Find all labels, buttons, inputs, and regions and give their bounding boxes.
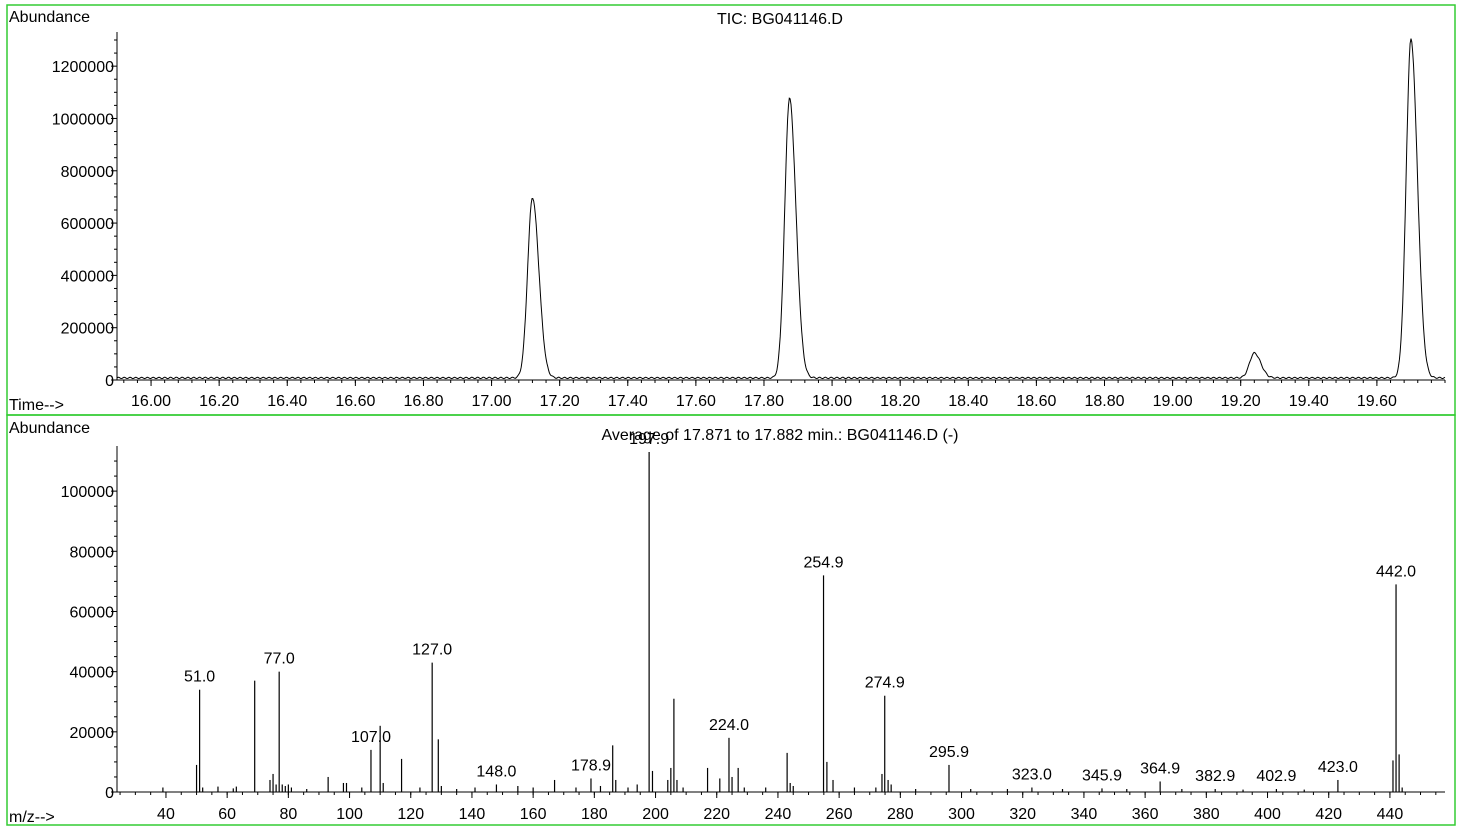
spectrum-x-tick-label: 320	[1009, 806, 1036, 823]
spectrum-peak-label: 442.0	[1376, 563, 1416, 580]
tic-x-tick-label: 16.60	[335, 393, 375, 410]
spectrum-x-tick-label: 100	[336, 806, 363, 823]
tic-x-tick-label: 18.40	[948, 393, 988, 410]
tic-y-tick-label: 0	[105, 373, 114, 390]
spectrum-title: Average of 17.871 to 17.882 min.: BG0411…	[602, 427, 959, 444]
spectrum-x-tick-label: 80	[279, 806, 297, 823]
tic-y-tick-label: 400000	[61, 268, 114, 285]
spectrum-peak-label: 323.0	[1012, 766, 1052, 783]
tic-x-tick-label: 18.20	[880, 393, 920, 410]
spectrum-y-tick-label: 80000	[70, 544, 115, 561]
tic-ylabel: Abundance	[9, 9, 90, 26]
spectrum-peak-label: 107.0	[351, 729, 391, 746]
tic-title: TIC: BG041146.D	[717, 11, 843, 28]
spectrum-peak-label: 402.9	[1256, 768, 1296, 785]
tic-xlabel: Time-->	[9, 397, 64, 414]
spectrum-y-tick-label: 20000	[70, 725, 115, 742]
spectrum-x-tick-label: 60	[218, 806, 236, 823]
tic-x-tick-label: 18.00	[812, 393, 852, 410]
tic-x-tick-label: 17.20	[540, 393, 580, 410]
tic-axes: 0 200000 400000 600000 800000 1000000 1200000 1…	[52, 32, 1446, 410]
tic-x-tick-label: 17.60	[676, 393, 716, 410]
tic-trace-line	[116, 38, 1446, 380]
tic-x-tick-label: 19.60	[1357, 393, 1397, 410]
spectrum-peak-label: 178.9	[571, 757, 611, 774]
spectrum-y-tick-label: 0	[105, 785, 114, 802]
tic-x-tick-label: 16.00	[131, 393, 171, 410]
tic-x-tick-label: 17.00	[472, 393, 512, 410]
spectrum-peak-label: 423.0	[1318, 759, 1358, 776]
spectrum-panel-frame	[6, 414, 1456, 826]
spectrum-peak-label: 127.0	[412, 642, 452, 659]
spectrum-peak-label: 224.0	[709, 717, 749, 734]
tic-x-tick-label: 19.00	[1153, 393, 1193, 410]
spectrum-x-tick-label: 140	[459, 806, 486, 823]
spectrum-x-tick-label: 180	[581, 806, 608, 823]
tic-y-tick-label: 800000	[61, 164, 114, 181]
spectrum-y-tick-label: 60000	[70, 604, 115, 621]
spectrum-xlabel: m/z-->	[9, 809, 55, 826]
spectrum-x-tick-label: 420	[1315, 806, 1342, 823]
spectrum-x-tick-label: 380	[1193, 806, 1220, 823]
tic-x-tick-label: 19.40	[1289, 393, 1329, 410]
spectrum-peak-label: 254.9	[804, 554, 844, 571]
spectrum-x-tick-label: 200	[642, 806, 669, 823]
tic-x-tick-label: 16.40	[267, 393, 307, 410]
spectrum-axes: 0 20000 40000 60000 80000 100000 40 60 80 100 120 1…	[61, 446, 1445, 823]
spectrum-peak-label: 197.9	[629, 431, 669, 448]
spectrum-peak-label: 345.9	[1082, 767, 1122, 784]
tic-x-tick-label: 16.80	[403, 393, 443, 410]
tic-x-tick-label: 19.20	[1221, 393, 1261, 410]
spectrum-y-tick-label: 100000	[61, 484, 114, 501]
spectrum-x-tick-label: 240	[765, 806, 792, 823]
spectrum-x-tick-label: 120	[397, 806, 424, 823]
spectrum-x-tick-label: 280	[887, 806, 914, 823]
tic-y-tick-label: 200000	[61, 321, 114, 338]
spectrum-y-tick-label: 40000	[70, 665, 115, 682]
spectrum-x-tick-label: 160	[520, 806, 547, 823]
spectrum-peak-label: 77.0	[264, 651, 295, 668]
spectrum-peak-label: 51.0	[184, 669, 215, 686]
spectrum-x-tick-label: 400	[1254, 806, 1281, 823]
tic-panel-frame	[6, 4, 1456, 416]
tic-x-tick-label: 16.20	[199, 393, 239, 410]
spectrum-x-tick-label: 360	[1132, 806, 1159, 823]
tic-x-tick-label: 17.80	[744, 393, 784, 410]
spectrum-peak-label: 295.9	[929, 744, 969, 761]
spectrum-bars: 51.0 77.0 107.0 127.0 148.0 178.9 197.9 224.0 25…	[162, 431, 1416, 792]
spectrum-x-tick-label: 300	[948, 806, 975, 823]
spectrum-peak-label: 364.9	[1140, 760, 1180, 777]
spectrum-x-tick-label: 340	[1071, 806, 1098, 823]
spectrum-peak-label: 274.9	[865, 675, 905, 692]
tic-y-tick-label: 1200000	[52, 59, 114, 76]
tic-y-tick-label: 1000000	[52, 111, 114, 128]
spectrum-x-tick-label: 440	[1377, 806, 1404, 823]
spectrum-x-tick-label: 220	[703, 806, 730, 823]
spectrum-ylabel: Abundance	[9, 420, 90, 437]
spectrum-peak-label: 148.0	[476, 763, 516, 780]
spectrum-peak-label: 382.9	[1195, 768, 1235, 785]
tic-x-tick-label: 18.60	[1016, 393, 1056, 410]
tic-y-tick-label: 600000	[61, 216, 114, 233]
spectrum-x-tick-label: 260	[826, 806, 853, 823]
spectrum-x-tick-label: 40	[157, 806, 175, 823]
tic-x-tick-label: 18.80	[1084, 393, 1124, 410]
tic-x-tick-label: 17.40	[608, 393, 648, 410]
